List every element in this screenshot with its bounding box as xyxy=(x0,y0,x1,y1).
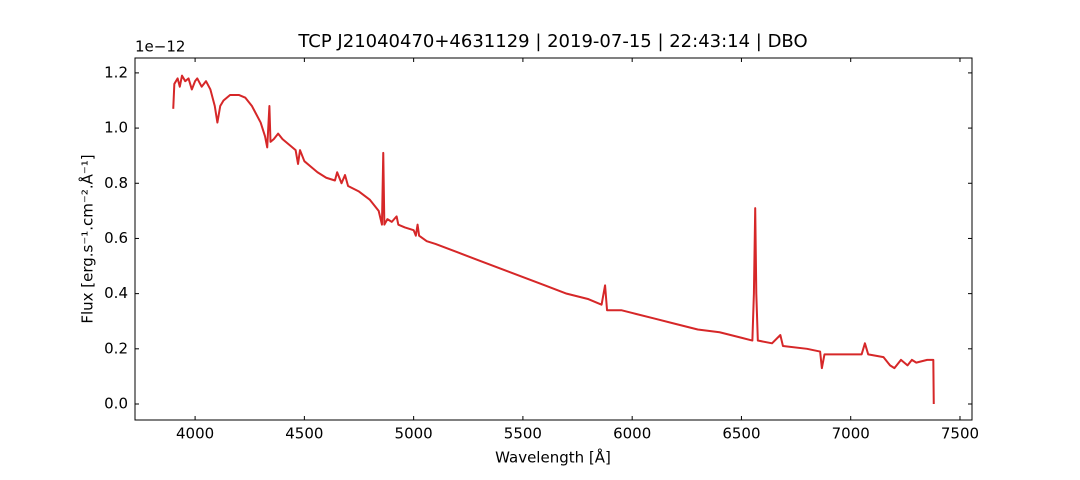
y-axis-label: Flux [erg.s⁻¹.cm⁻².Å⁻¹] xyxy=(78,154,97,323)
y-tick-label: 0.0 xyxy=(104,394,128,412)
x-tick-label: 5000 xyxy=(395,425,433,443)
y-tick-label: 0.2 xyxy=(104,339,128,357)
x-axis-label: Wavelength [Å] xyxy=(495,448,611,467)
plot-frame xyxy=(134,57,973,421)
x-tick-label: 5500 xyxy=(504,425,542,443)
y-offset-label: 1e−12 xyxy=(135,38,185,56)
y-tick-label: 1.0 xyxy=(104,119,128,137)
y-tick-label: 1.2 xyxy=(104,63,128,81)
x-tick-label: 4500 xyxy=(285,425,323,443)
spectrum-line xyxy=(172,74,935,405)
x-tick-label: 6500 xyxy=(722,425,760,443)
chart-title: TCP J21040470+4631129 | 2019-07-15 | 22:… xyxy=(297,31,807,52)
y-tick-label: 0.4 xyxy=(104,284,128,302)
x-tick-label: 6000 xyxy=(613,425,651,443)
y-tick-label: 0.8 xyxy=(104,174,128,192)
x-tick-label: 7500 xyxy=(941,425,979,443)
y-tick-label: 0.6 xyxy=(104,229,128,247)
x-tick-label: 4000 xyxy=(176,425,214,443)
x-tick-label: 7000 xyxy=(832,425,870,443)
